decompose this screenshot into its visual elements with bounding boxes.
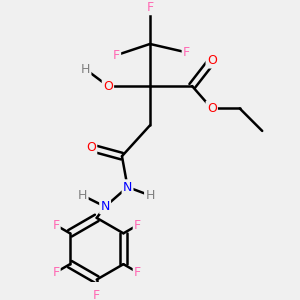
Text: O: O [86, 141, 96, 154]
Text: O: O [207, 102, 217, 115]
Text: F: F [52, 266, 59, 279]
Text: F: F [52, 219, 59, 232]
Text: H: H [145, 189, 155, 202]
Text: F: F [134, 219, 141, 232]
Text: F: F [93, 290, 100, 300]
Text: H: H [81, 63, 90, 76]
Text: F: F [134, 266, 141, 279]
Text: O: O [103, 80, 113, 92]
Text: H: H [78, 189, 87, 202]
Text: N: N [123, 181, 132, 194]
Text: N: N [100, 200, 110, 213]
Text: F: F [183, 46, 190, 59]
Text: O: O [207, 54, 217, 67]
Text: F: F [146, 1, 154, 14]
Text: F: F [113, 49, 120, 62]
